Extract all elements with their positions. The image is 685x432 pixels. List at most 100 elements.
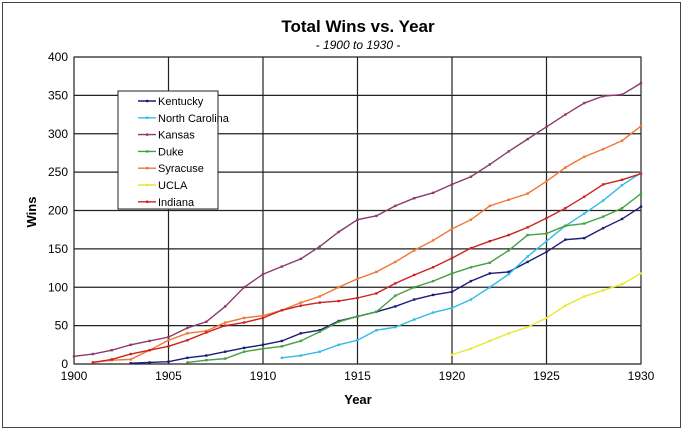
data-point	[507, 150, 510, 153]
data-point	[261, 273, 265, 276]
data-point	[91, 361, 95, 364]
data-point	[602, 94, 605, 98]
data-point	[413, 298, 416, 301]
data-point	[507, 273, 510, 276]
data-point	[337, 286, 340, 289]
data-point	[620, 93, 624, 96]
data-point	[564, 238, 567, 241]
data-point	[488, 204, 491, 208]
data-point	[186, 356, 189, 360]
data-point	[356, 277, 359, 281]
data-point	[72, 355, 76, 358]
data-point	[413, 286, 416, 289]
legend-label: Syracuse	[158, 163, 204, 175]
data-point	[318, 295, 321, 298]
legend-marker	[146, 200, 149, 203]
data-point	[356, 339, 359, 342]
chart-title: Total Wins vs. Year	[281, 17, 435, 36]
data-point	[469, 347, 473, 350]
x-tick-label: 1900	[61, 369, 88, 383]
data-point	[526, 233, 529, 237]
legend-marker	[146, 150, 149, 153]
data-point	[394, 204, 397, 208]
data-point	[148, 348, 151, 352]
data-point	[280, 309, 284, 312]
data-point	[224, 305, 227, 308]
y-tick-label: 400	[48, 50, 68, 64]
data-point	[602, 289, 605, 292]
data-point	[431, 279, 435, 283]
data-point	[526, 325, 529, 329]
data-point	[299, 339, 302, 343]
data-point	[507, 198, 510, 201]
data-point	[602, 226, 605, 230]
data-point	[639, 192, 643, 195]
data-point	[337, 299, 340, 303]
y-axis-label: Wins	[24, 197, 39, 228]
plot-area-border	[73, 56, 642, 365]
data-point	[526, 226, 529, 229]
data-point	[450, 227, 454, 231]
data-point	[469, 175, 473, 178]
data-point	[205, 320, 208, 323]
data-point	[639, 272, 643, 275]
data-point	[224, 357, 227, 360]
data-point	[129, 358, 132, 361]
data-point	[583, 101, 586, 105]
data-point	[148, 361, 151, 364]
data-point	[583, 295, 586, 298]
data-point	[545, 250, 548, 254]
data-point	[583, 222, 586, 225]
data-point	[639, 81, 643, 85]
data-point	[375, 270, 378, 274]
x-axis-label: Year	[344, 392, 371, 407]
legend-label: North Carolina	[158, 113, 230, 125]
data-point	[224, 321, 227, 324]
chart-frame	[2, 2, 681, 428]
data-point	[167, 339, 170, 342]
data-point	[299, 304, 302, 307]
data-point	[469, 298, 473, 301]
data-point	[186, 361, 189, 364]
data-point	[450, 306, 454, 310]
data-point	[450, 353, 454, 356]
data-point	[507, 270, 510, 274]
data-point	[375, 329, 378, 332]
data-point	[488, 240, 491, 243]
legend-marker	[146, 167, 149, 170]
data-point	[186, 332, 189, 335]
y-tick-label: 200	[48, 204, 68, 218]
x-tick-label: 1925	[533, 369, 560, 383]
data-point	[488, 261, 491, 264]
legend-marker	[146, 116, 149, 119]
data-point	[545, 232, 548, 235]
data-point	[242, 316, 246, 320]
data-point	[431, 293, 435, 297]
data-point	[337, 343, 340, 347]
data-point	[620, 217, 624, 221]
data-point	[583, 195, 586, 198]
data-point	[129, 352, 132, 356]
legend-marker	[146, 133, 149, 136]
data-point	[583, 212, 586, 215]
series-line-kentucky	[130, 206, 642, 364]
y-tick-label: 350	[48, 88, 68, 102]
data-point	[469, 218, 473, 221]
data-point	[318, 329, 321, 332]
data-point	[224, 350, 227, 353]
data-point	[583, 236, 586, 240]
data-point	[261, 314, 265, 317]
data-point	[639, 172, 643, 175]
data-point	[186, 339, 189, 342]
data-point	[526, 260, 529, 264]
data-point	[564, 304, 567, 307]
data-point	[299, 257, 302, 261]
data-point	[507, 332, 510, 335]
data-point	[337, 320, 340, 323]
data-point	[337, 230, 340, 234]
data-point	[583, 155, 586, 158]
data-point	[205, 358, 208, 362]
data-point	[488, 286, 491, 289]
data-point	[394, 260, 397, 264]
